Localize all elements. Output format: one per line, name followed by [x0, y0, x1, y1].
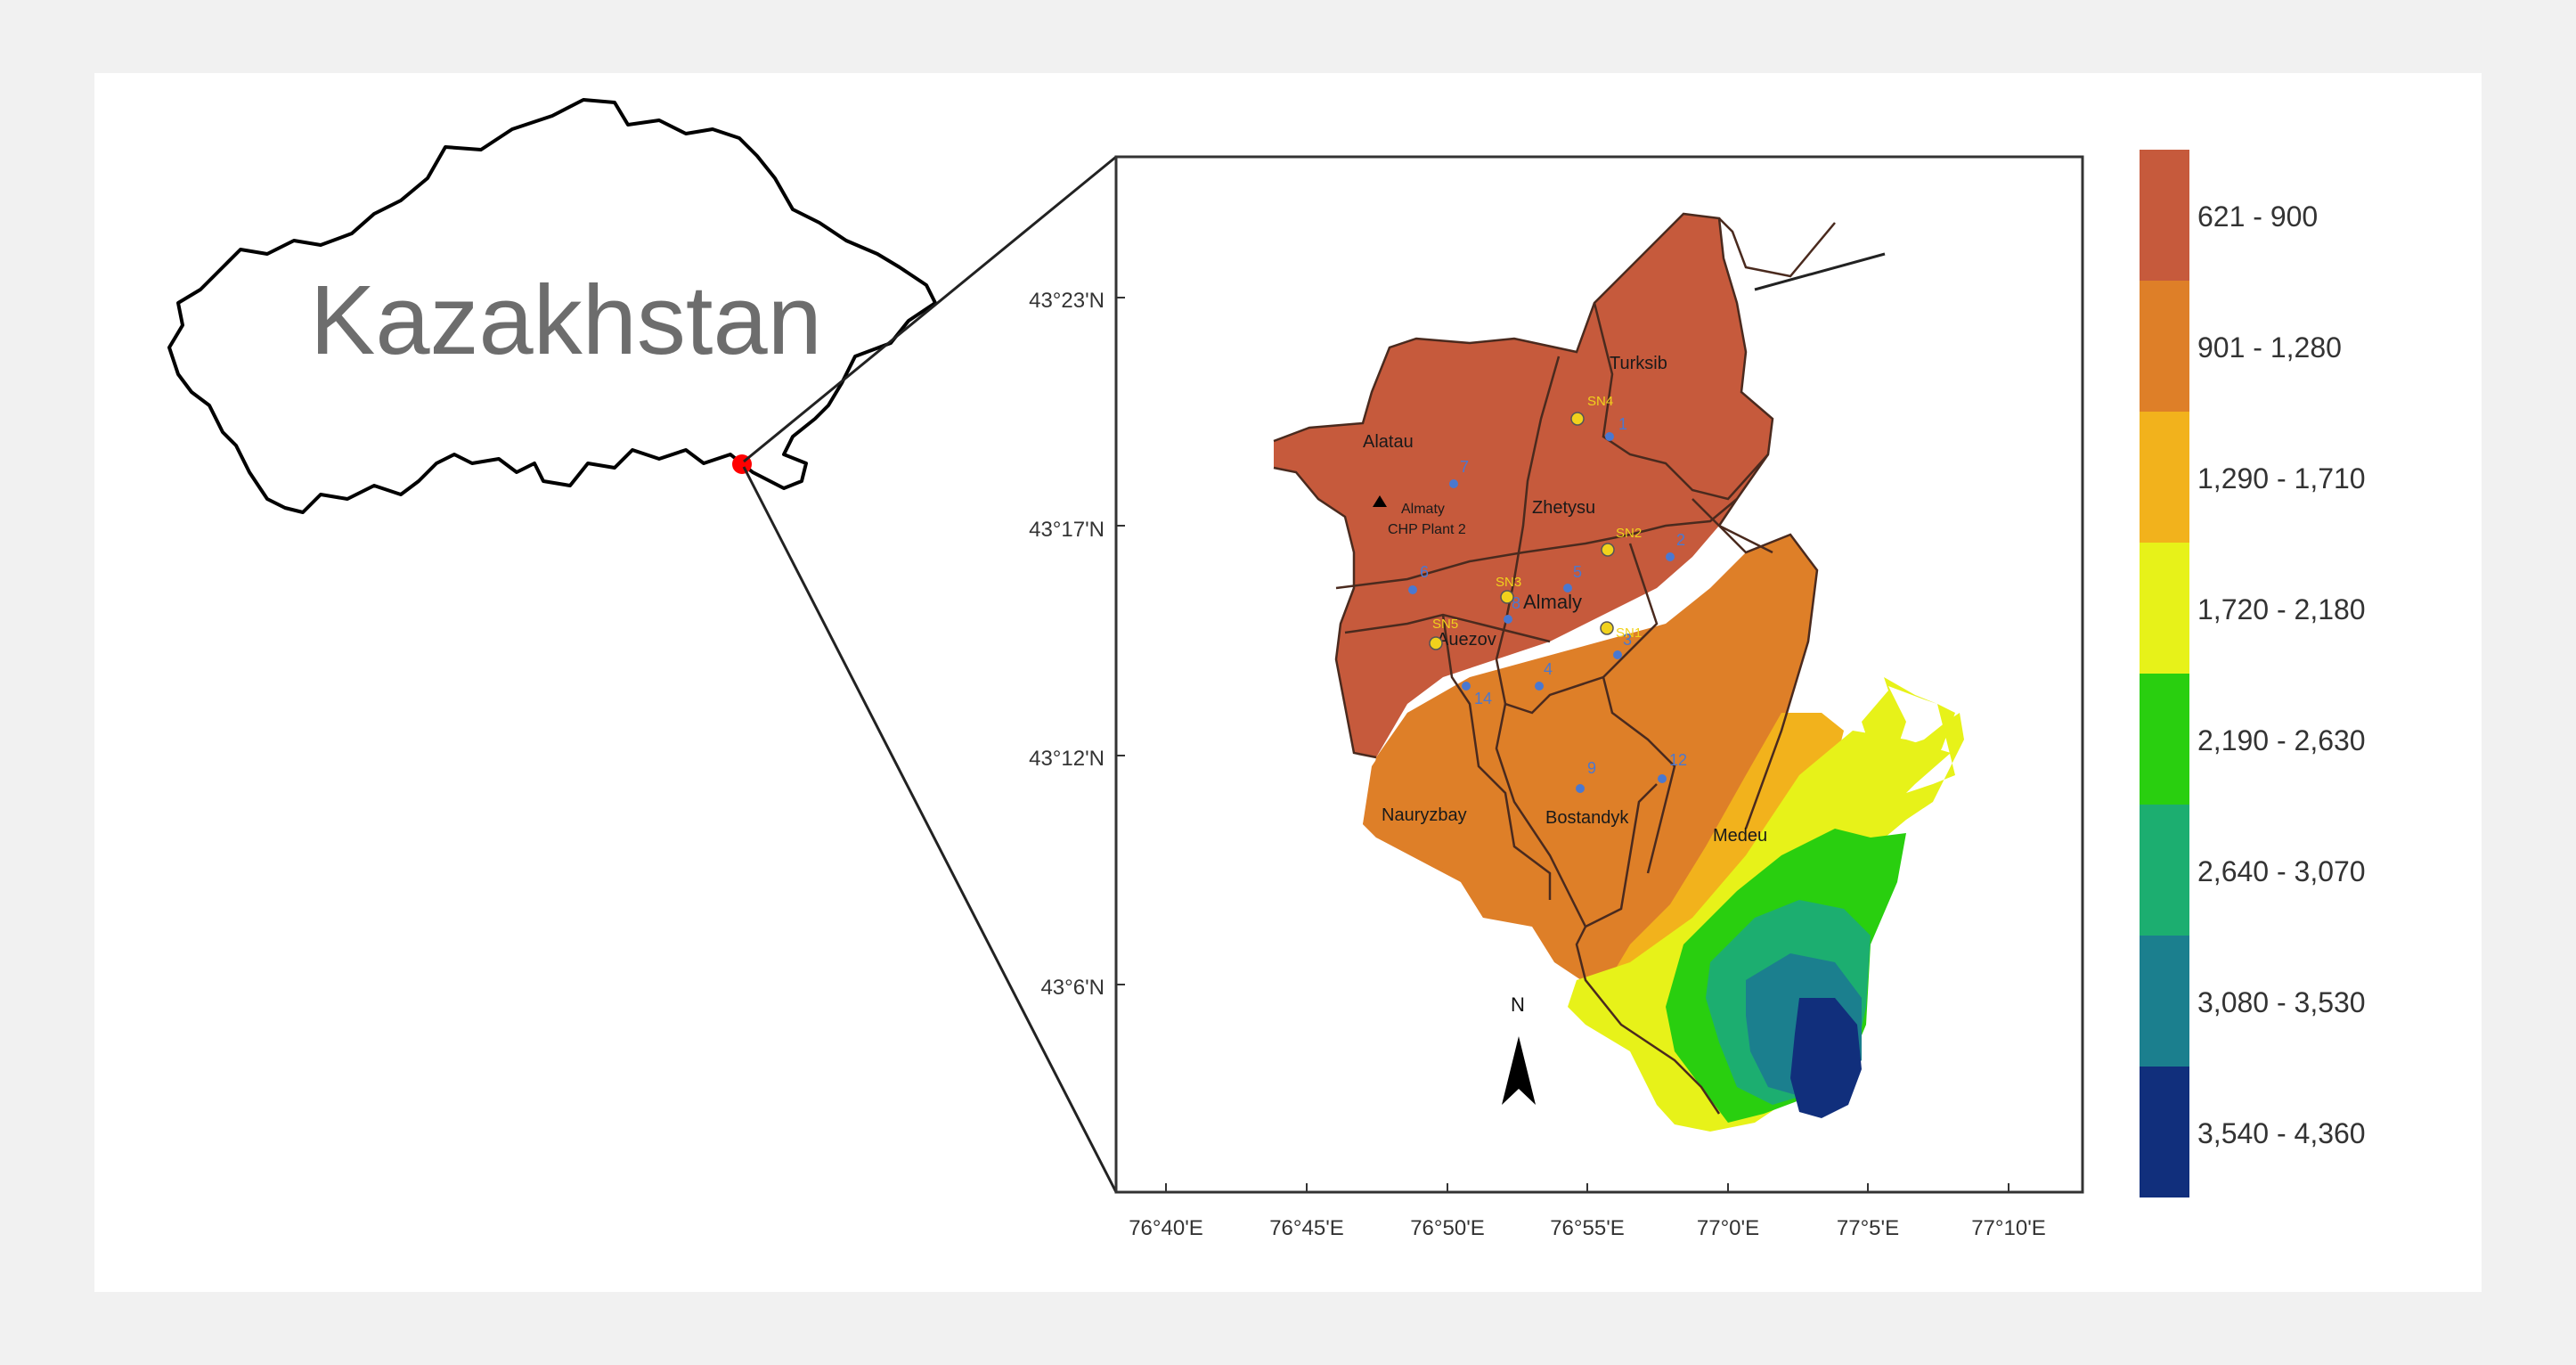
- station-label: 6: [1420, 563, 1429, 581]
- station-label: SN3: [1496, 575, 1521, 590]
- kazakhstan-inset: Kazakhstan: [167, 98, 937, 514]
- legend-swatch-901-1280: [2140, 281, 2189, 412]
- station-point: [1605, 432, 1614, 441]
- station-point: [1613, 650, 1622, 659]
- legend-label: 3,080 - 3,530: [2197, 986, 2366, 1018]
- district-label-bostandyk: Bostandyk: [1545, 808, 1629, 828]
- station-point: [1658, 774, 1667, 783]
- station-label: 3: [1623, 631, 1632, 649]
- legend-swatch-3080-3530: [2140, 936, 2189, 1067]
- legend-swatch-1290-1710: [2140, 412, 2189, 543]
- elevation-zone-3540-4360: [1790, 998, 1862, 1118]
- legend-label: 2,190 - 2,630: [2197, 724, 2366, 756]
- chp-plant-label-line2: CHP Plant 2: [1388, 522, 1466, 537]
- north-arrow: N: [1502, 993, 1536, 1105]
- station-point: [1576, 784, 1585, 793]
- lon-tick-label: 76°40'E: [1129, 1216, 1203, 1240]
- legend-swatch-2190-2630: [2140, 674, 2189, 805]
- station-point: [1666, 552, 1675, 561]
- legend-label: 3,540 - 4,360: [2197, 1117, 2366, 1149]
- lon-tick-label: 76°50'E: [1410, 1216, 1485, 1240]
- station-label: 1: [1618, 415, 1627, 433]
- station-point: [1462, 682, 1471, 691]
- district-label-auezov: Auezov: [1437, 630, 1496, 650]
- chp-plant-triangle-icon: [1373, 495, 1387, 507]
- district-boundaries: [1273, 212, 1836, 1115]
- lat-tick-label: 43°12'N: [1029, 747, 1105, 771]
- legend-swatch-3540-4360: [2140, 1067, 2189, 1197]
- district-label-alatau: Alatau: [1363, 432, 1414, 452]
- station-point: [1600, 621, 1614, 635]
- legend-swatch-621-900: [2140, 150, 2189, 281]
- station-point: [1449, 479, 1458, 488]
- latitude-axis: [1116, 297, 1125, 985]
- elevation-zone-621-900: [1274, 214, 1773, 757]
- station-point: [1504, 615, 1512, 624]
- district-label-almaly: Almaly: [1523, 591, 1582, 613]
- station-label: 7: [1460, 458, 1469, 476]
- zoom-line-bottom: [742, 466, 1118, 1193]
- chp-plant-label-line1: Almaty: [1401, 502, 1445, 517]
- legend-label: 621 - 900: [2197, 200, 2318, 233]
- lat-tick-label: 43°17'N: [1029, 518, 1105, 542]
- kazakhstan-outline: [167, 98, 937, 514]
- station-point: [1408, 585, 1417, 594]
- district-label-zhetysu: Zhetysu: [1532, 498, 1595, 518]
- district-label-medeu: Medeu: [1713, 826, 1767, 846]
- lat-tick-label: 43°6'N: [1040, 976, 1105, 1000]
- legend-label: 2,640 - 3,070: [2197, 855, 2366, 887]
- station-label: SN2: [1616, 526, 1642, 541]
- station-label: 2: [1676, 531, 1685, 549]
- station-label: 5: [1573, 563, 1582, 581]
- elevation-zone-901-1280-west: [1363, 695, 1550, 918]
- north-arrow-icon: [1502, 1036, 1536, 1105]
- station-label: SN1: [1616, 625, 1642, 641]
- elevation-legend: 621 - 900 901 - 1,280 1,290 - 1,710 1,72…: [2140, 150, 2366, 1197]
- legend-label: 1,290 - 1,710: [2197, 462, 2366, 495]
- lat-tick-label: 43°23'N: [1029, 289, 1105, 313]
- legend-swatch-2640-3070: [2140, 805, 2189, 936]
- lon-tick-label: 77°0'E: [1697, 1216, 1759, 1240]
- lon-tick-label: 76°45'E: [1269, 1216, 1344, 1240]
- district-label-turksib: Turksib: [1610, 354, 1667, 373]
- blue-monitoring-stations: 1 2 3 4 5 6 7 8 9 12 14: [1408, 415, 1687, 793]
- longitude-axis: [1165, 1183, 2009, 1192]
- district-label-nauryzbay: Nauryzbay: [1382, 805, 1467, 825]
- lon-tick-label: 77°5'E: [1837, 1216, 1899, 1240]
- station-label: SN5: [1432, 617, 1458, 632]
- station-point: [1429, 636, 1443, 650]
- station-label: 14: [1474, 690, 1492, 707]
- legend-label: 1,720 - 2,180: [2197, 593, 2366, 625]
- north-arrow-label: N: [1511, 993, 1525, 1016]
- yellow-monitoring-stations: SN4 SN2 SN3 SN5 SN1: [1429, 394, 1642, 650]
- lon-tick-label: 76°55'E: [1550, 1216, 1625, 1240]
- station-label: SN4: [1587, 394, 1613, 409]
- station-point: [1570, 412, 1585, 426]
- northeast-road: [1754, 252, 1886, 291]
- station-label: 4: [1544, 660, 1553, 678]
- station-point: [1500, 590, 1514, 604]
- legend-swatch-1720-2180: [2140, 543, 2189, 674]
- main-map: Turksib Alatau Zhetysu Almaly Auezov Nau…: [1029, 155, 2084, 1240]
- station-label: 9: [1587, 759, 1596, 777]
- country-label: Kazakhstan: [310, 266, 822, 375]
- station-label: 12: [1669, 751, 1687, 769]
- station-point: [1535, 682, 1544, 691]
- legend-label: 901 - 1,280: [2197, 331, 2342, 364]
- zoom-line-top: [743, 155, 1117, 463]
- station-point: [1601, 543, 1615, 557]
- station-point: [1563, 584, 1572, 593]
- lon-tick-label: 77°10'E: [1971, 1216, 2046, 1240]
- station-label: 8: [1512, 594, 1520, 612]
